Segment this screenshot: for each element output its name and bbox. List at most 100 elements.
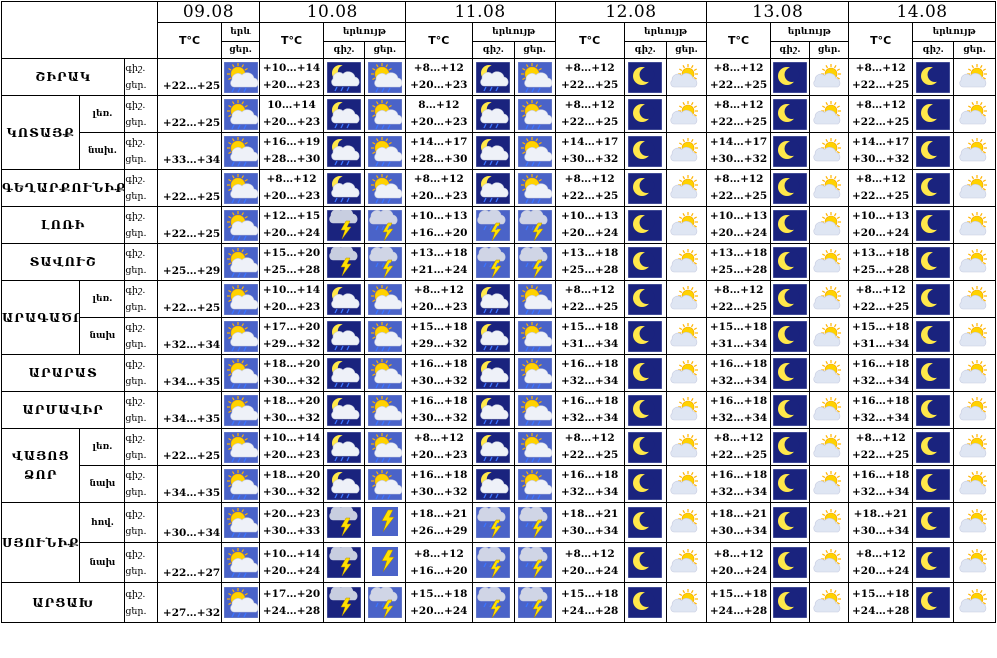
sun-cloud-rain-icon bbox=[515, 172, 554, 204]
day-label: ցեր. bbox=[125, 154, 147, 165]
day-icon-cell bbox=[513, 354, 556, 392]
night-icon-cell bbox=[623, 243, 667, 281]
moon-clear-icon bbox=[914, 283, 953, 315]
day-label: ցեր. bbox=[125, 80, 147, 91]
night-temp: +10…+13 bbox=[410, 210, 468, 222]
storm-icon bbox=[325, 587, 364, 618]
temp-cell: +15…+18 +31…+34 bbox=[706, 317, 771, 355]
moon-clear-icon bbox=[625, 172, 665, 204]
storm-rain-icon bbox=[515, 547, 554, 578]
moon-clear-icon bbox=[771, 507, 809, 538]
day-header: ցեր. bbox=[363, 41, 406, 59]
temp-cell: +8…+12 +22…+25 bbox=[706, 95, 771, 133]
night-temp: +8…+12 bbox=[713, 62, 764, 74]
temp-cell: +16…+18 +30…+32 bbox=[404, 354, 473, 392]
temp-cell: +22…+27 bbox=[156, 542, 223, 583]
sun-cloud-rain-icon bbox=[515, 61, 554, 93]
day-icon-cell bbox=[665, 317, 708, 355]
day-temp: +31…+34 bbox=[852, 338, 910, 350]
weather-icon-cell bbox=[221, 354, 260, 392]
day-header: ցեր. bbox=[665, 41, 708, 59]
temp-cell: +22…+25 bbox=[156, 280, 223, 318]
sun-cloud-icon bbox=[811, 320, 848, 352]
sun-cloud-icon bbox=[811, 209, 848, 241]
day-icon-cell bbox=[363, 206, 406, 244]
night-temp: +8…+12 bbox=[855, 99, 906, 111]
day-label: ցեր. bbox=[125, 117, 147, 128]
moon-clear-icon bbox=[625, 283, 665, 315]
day-temp: +22…+25 bbox=[709, 301, 768, 313]
moon-clear-icon bbox=[625, 394, 665, 426]
night-icon-cell bbox=[912, 391, 955, 429]
time-labels: գիշ. ցեր. bbox=[124, 58, 158, 96]
day-icon-cell bbox=[363, 391, 406, 429]
temp-cell: +18..+21 +30…+34 bbox=[848, 502, 914, 543]
sun-cloud-icon bbox=[811, 98, 848, 130]
day-icon-cell bbox=[513, 58, 556, 96]
day-icon-cell bbox=[809, 317, 850, 355]
sun-cloud-rain-icon bbox=[515, 431, 554, 463]
moon-clear-icon bbox=[914, 246, 953, 278]
sun-cloud-rain-icon bbox=[223, 468, 259, 500]
day-temp: +20…+24 bbox=[262, 227, 321, 239]
day-icon-cell bbox=[363, 582, 406, 623]
temp-cell: 8…+12 +20…+23 bbox=[404, 95, 473, 133]
day-label: ցեր. bbox=[125, 450, 147, 461]
forecast-table: 09.08 10.08 11.08 12.08 13.08 14.08 T°C երև T°C ե… bbox=[0, 1, 996, 623]
day-temp: +30…+34 bbox=[852, 524, 910, 537]
night-label: գիշ. bbox=[125, 433, 146, 444]
night-icon-cell bbox=[471, 95, 515, 133]
day-label: ցեր. bbox=[125, 487, 147, 498]
moon-clear-icon bbox=[771, 468, 809, 500]
day-temp: +22…+25 bbox=[852, 116, 910, 128]
day-temp: +22…+25 bbox=[162, 117, 221, 129]
date-header: 10.08 bbox=[258, 1, 406, 23]
night-temp: +8…+12 bbox=[413, 284, 464, 296]
night-temp: +18…+21 bbox=[709, 507, 768, 520]
day-temp: +20…+23 bbox=[262, 79, 321, 91]
sun-cloud-rain-icon bbox=[223, 394, 259, 426]
night-icon-cell bbox=[623, 58, 667, 96]
day-header: ցեր. bbox=[513, 41, 556, 59]
night-temp: +14…+17 bbox=[852, 136, 910, 148]
day-temp: +32…+34 bbox=[709, 412, 768, 424]
day-temp: +30…+34 bbox=[162, 527, 221, 539]
time-labels: գիշ. ցեր. bbox=[124, 542, 158, 583]
day-icon-cell bbox=[513, 169, 556, 207]
storm-rain-icon bbox=[223, 587, 259, 618]
sun-cloud-rain-icon bbox=[223, 135, 259, 167]
night-label: գիշ. bbox=[125, 248, 146, 259]
night-temp: +15…+18 bbox=[709, 587, 768, 600]
moon-clear-icon bbox=[625, 468, 665, 500]
night-label: գիշ. bbox=[125, 470, 146, 481]
storm-rain-icon bbox=[515, 587, 554, 618]
temp-cell: +15…+18 +24…+28 bbox=[848, 582, 914, 623]
day-icon-cell bbox=[953, 502, 996, 543]
region-name: ՇԻՐԱԿ bbox=[0, 58, 126, 96]
day-temp: +22…+25 bbox=[852, 190, 910, 202]
sun-cloud-rain-icon bbox=[365, 172, 404, 204]
day-label: ցեր. bbox=[125, 525, 147, 537]
day-temp: +30…+32 bbox=[410, 375, 468, 387]
night-label: գիշ. bbox=[125, 137, 146, 148]
column-header-row: T°C երև T°C երևույթ T°C երևույթ T°C երևույթ T°C ե… bbox=[2, 22, 996, 59]
sun-cloud-rain-icon bbox=[365, 135, 404, 167]
day-temp: +25…+28 bbox=[560, 264, 619, 276]
storm-rain-icon bbox=[223, 209, 259, 241]
weather-icon-cell bbox=[221, 206, 260, 244]
day-icon-cell bbox=[953, 206, 996, 244]
temp-cell: +8…+12 +20…+23 bbox=[258, 169, 325, 207]
night-icon-cell bbox=[623, 542, 667, 583]
night-icon-cell bbox=[323, 391, 365, 429]
day-temp: +16…+20 bbox=[410, 564, 468, 577]
temp-cell: +18…+21 +30…+34 bbox=[554, 502, 625, 543]
moon-cloud-rain-icon bbox=[325, 61, 364, 93]
day-temp: +30…+32 bbox=[709, 153, 768, 165]
day-temp: +20…+23 bbox=[262, 190, 321, 202]
sun-cloud-icon bbox=[955, 431, 995, 463]
night-label: գիշ. bbox=[125, 588, 146, 600]
sun-cloud-icon bbox=[811, 61, 848, 93]
night-temp: +8…+12 bbox=[564, 99, 615, 111]
night-icon-cell bbox=[323, 243, 365, 281]
day-icon-cell bbox=[363, 428, 406, 466]
